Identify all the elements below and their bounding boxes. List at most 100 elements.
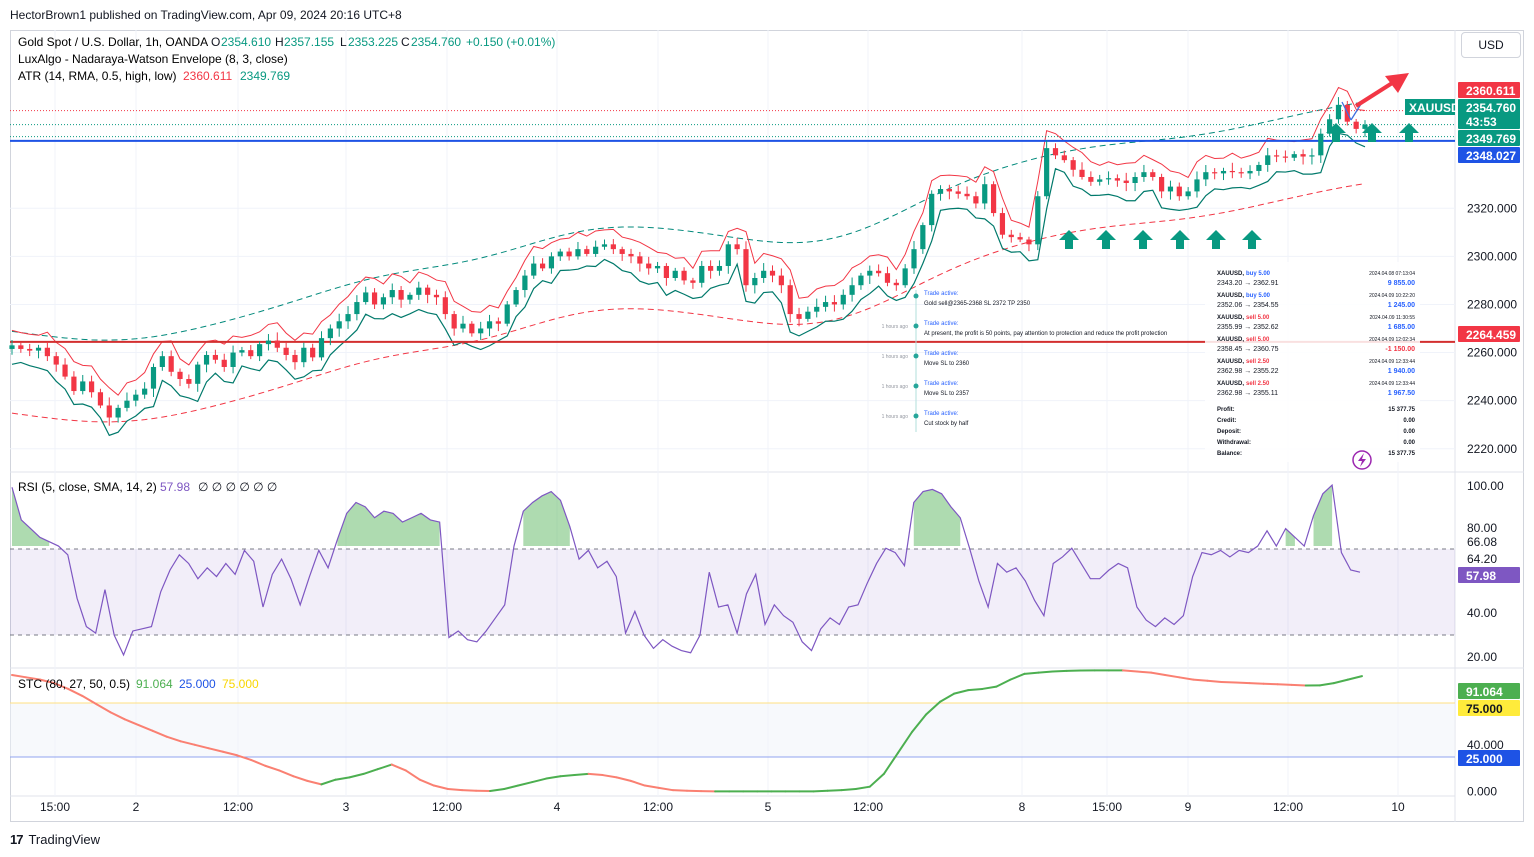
candle[interactable] xyxy=(1256,161,1262,176)
candle[interactable] xyxy=(106,397,112,426)
candle[interactable] xyxy=(920,222,926,254)
legend-envelope[interactable]: LuxAlgo - Nadaraya-Watson Envelope (8, 3… xyxy=(18,52,288,66)
candle[interactable] xyxy=(663,263,669,286)
candle[interactable] xyxy=(849,277,855,302)
candle[interactable] xyxy=(1026,236,1032,252)
candle[interactable] xyxy=(257,341,263,362)
candle[interactable] xyxy=(1238,167,1244,178)
candle[interactable] xyxy=(937,185,944,201)
candle[interactable] xyxy=(999,207,1006,239)
candle[interactable] xyxy=(822,295,829,312)
candle[interactable] xyxy=(283,342,289,361)
candle[interactable] xyxy=(88,375,95,398)
candle[interactable] xyxy=(433,289,440,305)
candle[interactable] xyxy=(354,295,360,321)
candlestick-series[interactable] xyxy=(9,97,1368,426)
candle[interactable] xyxy=(80,374,86,395)
candle[interactable] xyxy=(654,261,661,273)
candle[interactable] xyxy=(1335,97,1342,124)
legend-symbol[interactable]: Gold Spot / U.S. Dollar, 1h, OANDA xyxy=(18,35,208,49)
candle[interactable] xyxy=(1318,128,1324,163)
candle[interactable] xyxy=(159,351,165,371)
candle[interactable] xyxy=(690,277,696,289)
candle[interactable] xyxy=(35,344,42,359)
candle[interactable] xyxy=(230,345,236,374)
candle[interactable] xyxy=(1017,232,1023,243)
candle[interactable] xyxy=(681,267,687,285)
candle[interactable] xyxy=(478,321,484,340)
candle[interactable] xyxy=(831,295,838,312)
candle[interactable] xyxy=(71,371,77,395)
candle[interactable] xyxy=(1123,172,1129,192)
candle[interactable] xyxy=(1353,118,1359,134)
candle[interactable] xyxy=(150,363,157,397)
candle[interactable] xyxy=(442,291,448,320)
candle[interactable] xyxy=(115,404,121,423)
candle[interactable] xyxy=(1212,168,1218,180)
candle[interactable] xyxy=(1079,162,1085,180)
candle[interactable] xyxy=(1132,172,1138,192)
candle[interactable] xyxy=(1220,167,1227,181)
candle[interactable] xyxy=(142,382,148,399)
legend-rsi[interactable]: RSI (5, close, SMA, 14, 2) xyxy=(18,480,157,494)
legend-stc[interactable]: STC (80, 27, 50, 0.5) xyxy=(18,677,130,691)
candle[interactable] xyxy=(1282,150,1289,163)
candle[interactable] xyxy=(469,321,475,337)
candle[interactable] xyxy=(407,292,413,305)
candle[interactable] xyxy=(301,342,307,368)
candle[interactable] xyxy=(699,260,705,288)
candle[interactable] xyxy=(893,279,899,291)
candle[interactable] xyxy=(911,240,917,274)
candle[interactable] xyxy=(398,286,404,308)
candle[interactable] xyxy=(769,265,776,283)
candle[interactable] xyxy=(990,181,997,217)
candle[interactable] xyxy=(637,251,643,272)
candle[interactable] xyxy=(955,185,961,199)
candle[interactable] xyxy=(1362,120,1368,138)
chart-frame[interactable] xyxy=(10,30,1524,822)
candle[interactable] xyxy=(1114,174,1120,187)
candle[interactable] xyxy=(212,349,218,364)
tradingview-brand[interactable]: 17 TradingView xyxy=(10,832,100,847)
candle[interactable] xyxy=(814,298,820,318)
candle[interactable] xyxy=(1327,114,1333,137)
candle[interactable] xyxy=(716,260,723,276)
candle[interactable] xyxy=(318,331,325,361)
candle[interactable] xyxy=(9,339,15,355)
candle[interactable] xyxy=(946,184,952,200)
candle[interactable] xyxy=(964,186,970,200)
candle[interactable] xyxy=(876,264,882,277)
candle[interactable] xyxy=(1141,164,1147,182)
candle[interactable] xyxy=(27,343,33,357)
candle[interactable] xyxy=(1150,169,1156,181)
candle[interactable] xyxy=(973,191,979,209)
candle[interactable] xyxy=(504,301,510,327)
candle[interactable] xyxy=(743,241,749,292)
candle[interactable] xyxy=(62,358,68,380)
candle[interactable] xyxy=(486,314,493,337)
candle[interactable] xyxy=(389,283,395,305)
candle[interactable] xyxy=(1185,187,1191,200)
candle[interactable] xyxy=(1203,165,1209,187)
candle[interactable] xyxy=(584,245,590,257)
candle[interactable] xyxy=(796,307,802,327)
candle[interactable] xyxy=(133,389,139,407)
candle[interactable] xyxy=(619,246,625,261)
candle[interactable] xyxy=(1070,156,1076,177)
candle[interactable] xyxy=(1229,162,1235,179)
candle[interactable] xyxy=(44,341,50,362)
candle[interactable] xyxy=(177,368,183,387)
candle[interactable] xyxy=(884,266,891,287)
candle[interactable] xyxy=(380,293,387,310)
candle[interactable] xyxy=(575,241,581,260)
candle[interactable] xyxy=(867,265,873,284)
candle[interactable] xyxy=(425,284,431,304)
candle[interactable] xyxy=(336,313,342,337)
candle[interactable] xyxy=(1300,149,1306,165)
rsi-series[interactable] xyxy=(11,483,1361,657)
candle[interactable] xyxy=(292,349,298,370)
candle[interactable] xyxy=(522,269,528,298)
candle[interactable] xyxy=(451,310,457,336)
candle[interactable] xyxy=(840,289,846,310)
candle[interactable] xyxy=(1159,173,1165,199)
